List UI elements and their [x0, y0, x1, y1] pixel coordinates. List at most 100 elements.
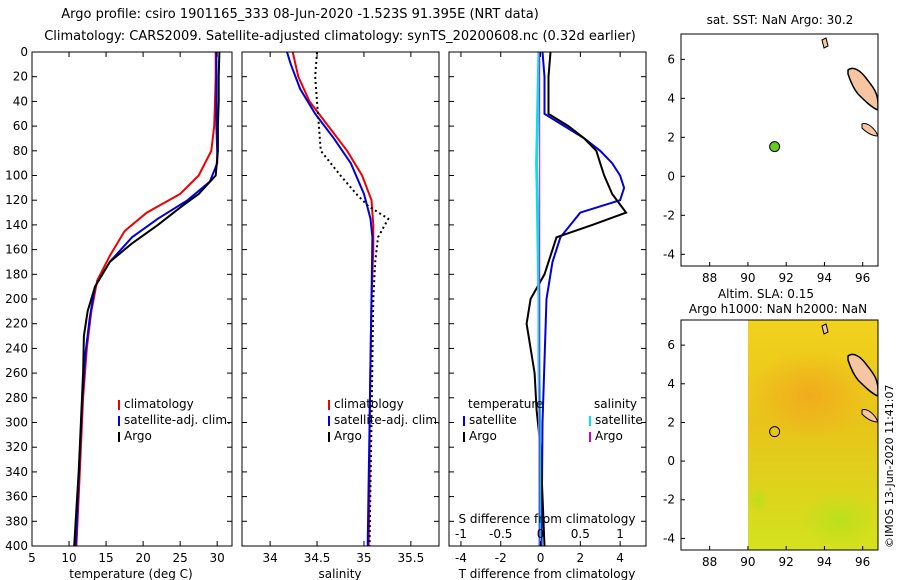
- sst-map-xtick-label: 94: [817, 271, 832, 285]
- sla-map-ytick-label: 2: [667, 415, 675, 429]
- sla-map-ytick-label: -2: [663, 493, 675, 507]
- salinity-xtick-label: 34.5: [304, 551, 331, 565]
- differences-series-t-argo: [527, 52, 627, 546]
- sla-map-xtick-label: 90: [740, 555, 755, 569]
- temperature-xtick-label: 5: [28, 551, 36, 565]
- sst-map-title: sat. SST: NaN Argo: 30.2: [707, 13, 854, 27]
- temperature-x-ticks: 5 10 15 20 25 30: [28, 52, 225, 565]
- sla-heatmap-low: [800, 492, 880, 548]
- salinity-x-ticks: 34 34.5 35 35.5: [263, 52, 425, 565]
- depth-tick-label: 120: [5, 193, 28, 207]
- temperature-legend-climatology: climatology: [124, 397, 194, 411]
- depth-tick-label: 160: [5, 243, 28, 257]
- sst-map-ytick-label: 4: [667, 91, 675, 105]
- temperature-xtick-label: 30: [210, 551, 225, 565]
- difference-s-tick-label: 1: [616, 527, 624, 541]
- sla-map-xtick-label: 88: [702, 555, 717, 569]
- temperature-xtick-label: 10: [61, 551, 76, 565]
- salinity-axes-frame: [242, 52, 439, 546]
- difference-s-tick-label: -1: [455, 527, 467, 541]
- header-title-line1: Argo profile: csiro 1901165_333 08-Jun-2…: [61, 7, 539, 22]
- temperature-x-label: temperature (deg C): [69, 567, 192, 580]
- sst-map-ytick-label: 6: [667, 52, 675, 66]
- depth-tick-label: 140: [5, 218, 28, 232]
- sla-heatmap-low-2: [748, 486, 768, 514]
- differences-xtick-label: 0: [537, 551, 545, 565]
- temperature-series-climatology: [76, 52, 215, 546]
- salinity-plot-area: [287, 52, 388, 546]
- differences-xtick-label: 4: [616, 551, 624, 565]
- depth-tick-label: 40: [13, 94, 28, 108]
- sla-map-xtick-label: 94: [817, 555, 832, 569]
- sla-map-xtick-label: 96: [855, 555, 870, 569]
- sst-map-argo-marker: [770, 142, 780, 152]
- differences-xtick-label: 2: [577, 551, 585, 565]
- difference-legend-s-argo: Argo: [595, 429, 623, 443]
- difference-panel: -4 -2 0 2 4 -1 -0.5 0 0.5 1 S difference from cl…: [449, 52, 646, 580]
- sst-map-xtick-label: 90: [740, 271, 755, 285]
- difference-s-tick-label: 0.5: [571, 527, 590, 541]
- difference-legend-s-satellite: satellite: [595, 413, 643, 427]
- depth-tick-label: 0: [20, 45, 28, 59]
- depth-tick-label: 60: [13, 119, 28, 133]
- sla-map-title-line2: Argo h1000: NaN h2000: NaN: [689, 302, 867, 316]
- differences-xtick-label: -2: [495, 551, 507, 565]
- depth-tick-label: 180: [5, 267, 28, 281]
- temperature-xtick-label: 25: [173, 551, 188, 565]
- depth-tick-label: 380: [5, 514, 28, 528]
- salinity-series-climatology: [293, 52, 374, 546]
- depth-tick-label: 400: [5, 539, 28, 553]
- sst-map-ytick-label: 0: [667, 169, 675, 183]
- depth-tick-label: 80: [13, 144, 28, 158]
- depth-tick-label: 100: [5, 169, 28, 183]
- temperature-axes-frame: [32, 52, 232, 546]
- salinity-legend-satellite: satellite-adj. clim.: [334, 413, 441, 427]
- salinity-xtick-label: 35.5: [397, 551, 424, 565]
- depth-tick-label: 340: [5, 465, 28, 479]
- difference-legend-t-argo: Argo: [469, 429, 497, 443]
- depth-tick-label: 200: [5, 292, 28, 306]
- difference-s-tick-label: 0: [537, 527, 545, 541]
- difference-legend-t-satellite: satellite: [469, 413, 517, 427]
- temperature-panel: 5 10 15 20 25 30 0204060801001201401601802002…: [5, 45, 646, 580]
- depth-tick-label: 20: [13, 70, 28, 84]
- differences-xtick-label: -4: [455, 551, 467, 565]
- sla-map-title-line1: Altim. SLA: 0.15: [718, 287, 814, 301]
- header-title-line2: Climatology: CARS2009. Satellite-adjuste…: [44, 29, 636, 44]
- difference-legend-temperature-header: temperature: [468, 397, 543, 411]
- sla-map-ytick-label: -4: [663, 531, 675, 545]
- imos-credit: ©IMOS 13-Jun-2020 11:41:07: [883, 384, 896, 548]
- temperature-xtick-label: 15: [98, 551, 113, 565]
- temperature-plot-area: [74, 52, 219, 546]
- depth-tick-label: 280: [5, 391, 28, 405]
- sst-map-xtick-label: 88: [702, 271, 717, 285]
- sst-map-xtick-label: 92: [779, 271, 794, 285]
- depth-tick-label: 260: [5, 366, 28, 380]
- sla-map-xtick-label: 92: [779, 555, 794, 569]
- salinity-xtick-label: 35: [356, 551, 371, 565]
- difference-legend-salinity-header: salinity: [594, 397, 637, 411]
- temperature-xtick-label: 20: [135, 551, 150, 565]
- depth-tick-label: 360: [5, 490, 28, 504]
- salinity-x-label: salinity: [318, 567, 361, 580]
- temperature-series-satellite-adj-clim-: [76, 52, 218, 546]
- salinity-series-satellite-adj-clim-: [287, 52, 372, 546]
- difference-t-axis-label: T difference from climatology: [458, 567, 636, 580]
- sla-map-ytick-label: 4: [667, 377, 675, 391]
- depth-tick-label: 220: [5, 317, 28, 331]
- difference-legend: temperature salinity satellite Argo sate…: [464, 397, 643, 443]
- sst-map-xtick-label: 96: [855, 271, 870, 285]
- sst-map-panel: sat. SST: NaN Argo: 30.2 88 90 92 94 96 -4-2…: [663, 13, 878, 285]
- sla-map-plot-area: [681, 320, 880, 550]
- difference-plot-area: [527, 52, 627, 546]
- temperature-legend: climatology satellite-adj. clim. Argo: [119, 397, 231, 443]
- sst-map-plot-area: [681, 34, 878, 266]
- sst-map-ytick-label: -4: [663, 247, 675, 261]
- salinity-legend-argo: Argo: [334, 429, 362, 443]
- difference-s-ticks: -1 -0.5 0 0.5 1: [455, 527, 624, 541]
- temperature-series-argo: [74, 52, 219, 546]
- depth-tick-label: 320: [5, 440, 28, 454]
- difference-s-tick-label: -0.5: [489, 527, 512, 541]
- temperature-legend-satellite: satellite-adj. clim.: [124, 413, 231, 427]
- differences-series-t-satellite: [542, 52, 625, 546]
